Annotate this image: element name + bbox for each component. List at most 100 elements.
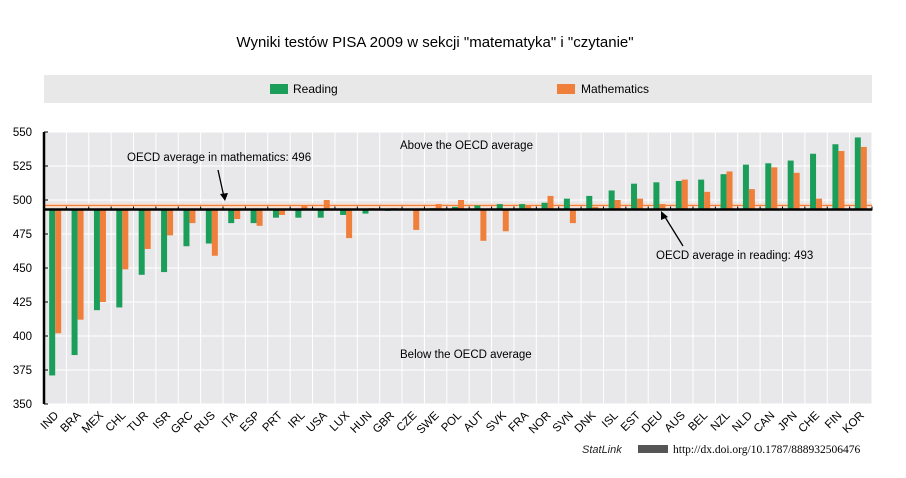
bar-mathematics-mex — [99, 209, 106, 302]
bar-reading-hun — [362, 209, 369, 214]
bar-mathematics-aus — [681, 179, 688, 210]
legend-label-mathematics: Mathematics — [581, 82, 649, 96]
x-tick-label: HUN — [349, 410, 375, 436]
statlink-url[interactable]: http://dx.doi.org/10.1787/888932506476 — [673, 444, 861, 456]
x-tick-label: AUT — [462, 410, 487, 435]
bar-reading-fra — [519, 204, 526, 210]
bar-mathematics-lux — [346, 209, 353, 239]
x-tick-label: ESP — [238, 409, 263, 434]
x-tick-label: FRA — [507, 409, 532, 434]
bar-reading-prt — [272, 209, 279, 218]
x-tick-label: DNK — [573, 409, 599, 435]
bar-reading-svk — [496, 204, 503, 210]
bar-reading-fin — [832, 144, 839, 210]
bar-reading-esp — [250, 209, 257, 224]
bar-mathematics-jpn — [793, 172, 800, 210]
annotation-math-avg: OECD average in mathematics: 496 — [127, 152, 311, 164]
bar-reading-bel — [698, 179, 705, 210]
bar-mathematics-isr — [167, 209, 174, 236]
bar-mathematics-bra — [77, 209, 84, 320]
bar-reading-aus — [675, 180, 682, 210]
x-tick-label: AUS — [663, 409, 688, 434]
legend-swatch-reading — [270, 84, 288, 94]
x-tick-label: TUR — [126, 410, 151, 435]
legend-swatch-mathematics — [557, 84, 575, 94]
bar-reading-usa — [317, 209, 324, 218]
bar-reading-ita — [228, 209, 235, 224]
x-tick-label: GRC — [169, 410, 196, 437]
x-tick-label: NZL — [709, 409, 733, 433]
bar-reading-nld — [742, 164, 749, 210]
x-tick-label: NLD — [730, 410, 755, 435]
bar-reading-nor — [541, 202, 548, 210]
bar-reading-deu — [653, 182, 660, 210]
bar-reading-tur — [138, 209, 145, 275]
bar-reading-can — [765, 163, 772, 210]
y-tick-label: 550 — [13, 127, 32, 139]
bar-mathematics-ita — [234, 209, 241, 220]
bar-mathematics-nld — [748, 189, 755, 210]
x-tick-label: GBR — [371, 410, 397, 436]
annotation-reading-avg: OECD average in reading: 493 — [656, 250, 813, 262]
x-tick-label: POL — [439, 409, 464, 434]
bar-mathematics-nzl — [726, 171, 733, 210]
x-tick-label: CHL — [104, 409, 129, 434]
bar-mathematics-aut — [480, 209, 487, 241]
statlink-icon — [638, 445, 668, 453]
bar-reading-jpn — [787, 160, 794, 210]
x-tick-label: KOR — [841, 410, 867, 436]
x-tick-label: NOR — [527, 410, 554, 437]
bar-mathematics-cze — [413, 209, 420, 230]
bar-mathematics-isl — [614, 200, 621, 210]
bar-mathematics-fin — [838, 151, 845, 210]
x-tick-label: DEU — [640, 410, 666, 436]
bar-mathematics-fra — [525, 205, 532, 210]
x-tick-label: BEL — [686, 409, 710, 433]
chart-title: Wyniki testów PISA 2009 w sekcji "matema… — [236, 34, 633, 51]
x-tick-label: CAN — [752, 410, 778, 436]
y-tick-label: 400 — [13, 331, 32, 343]
y-tick-label: 450 — [13, 263, 32, 275]
x-tick-label: JPN — [776, 410, 800, 434]
x-tick-label: BRA — [58, 409, 83, 434]
x-tick-label: IND — [39, 410, 61, 432]
x-tick-label: CHE — [797, 409, 823, 435]
arrow-reading-avg — [664, 216, 684, 247]
legend-box — [44, 75, 872, 103]
y-tick-label: 375 — [13, 365, 32, 377]
bar-mathematics-can — [771, 167, 778, 210]
bar-reading-dnk — [586, 195, 593, 210]
bar-mathematics-usa — [323, 200, 330, 210]
statlink-logo: StatLink — [582, 444, 622, 456]
bar-mathematics-nor — [547, 195, 554, 210]
x-tick-label: USA — [305, 409, 330, 434]
bar-reading-svn — [563, 198, 570, 210]
bar-reading-kor — [854, 137, 861, 210]
bar-mathematics-swe — [435, 204, 442, 210]
bar-mathematics-tur — [144, 209, 151, 249]
bar-mathematics-est — [637, 198, 644, 210]
x-tick-label: SWE — [415, 409, 442, 436]
bar-reading-bra — [71, 209, 78, 356]
x-tick-label: ISL — [600, 409, 621, 430]
annotation-above: Above the OECD average — [400, 140, 533, 152]
bar-mathematics-dnk — [592, 206, 599, 210]
bar-mathematics-deu — [659, 204, 666, 210]
arrow-math-avg — [217, 169, 225, 198]
bar-mathematics-svk — [502, 209, 509, 232]
bar-reading-che — [810, 153, 817, 210]
bar-mathematics-che — [816, 198, 823, 210]
bar-reading-mex — [93, 209, 100, 311]
bar-reading-aut — [474, 205, 481, 210]
x-tick-label: RUS — [192, 409, 218, 435]
x-tick-label: SVN — [551, 410, 576, 435]
bar-reading-est — [631, 183, 638, 210]
arrow-head-math — [220, 193, 228, 201]
bar-mathematics-chl — [122, 209, 129, 270]
x-tick-label: MEX — [80, 409, 106, 435]
annotation-below: Below the OECD average — [400, 349, 532, 361]
bar-mathematics-bel — [704, 191, 711, 210]
bar-reading-chl — [116, 209, 123, 308]
bar-mathematics-irl — [301, 205, 308, 210]
